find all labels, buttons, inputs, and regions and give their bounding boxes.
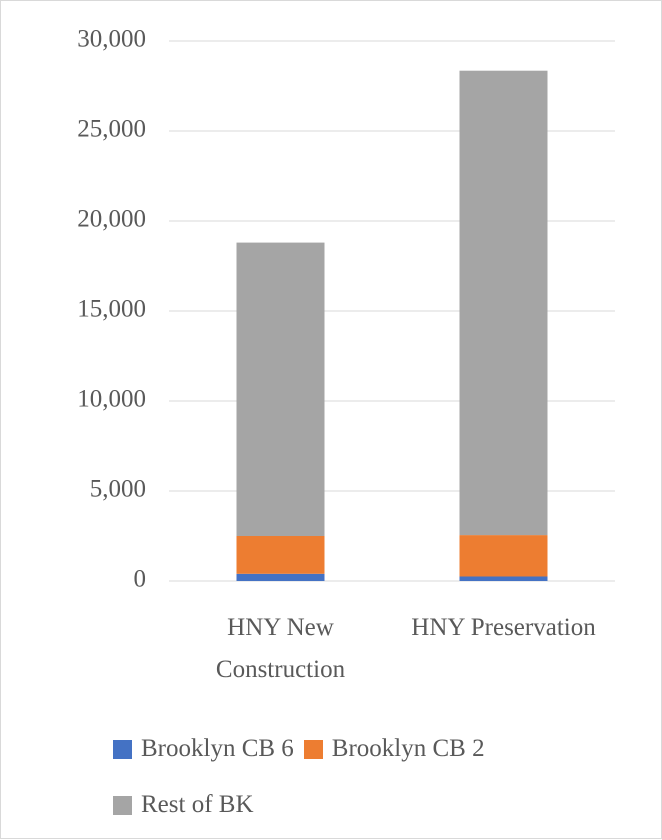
y-tick-label: 20,000 <box>77 206 146 233</box>
bar-segment <box>236 573 325 581</box>
legend-item: Brooklyn CB 6 <box>113 721 294 777</box>
legend-label: Rest of BK <box>141 791 254 818</box>
legend-label: Brooklyn CB 2 <box>331 735 485 762</box>
legend: Brooklyn CB 6 Brooklyn CB 2 Rest of BK <box>113 721 593 833</box>
x-tick-label: HNY Preservation <box>411 614 596 641</box>
x-tick-label: HNY New Construction <box>215 614 346 683</box>
legend-swatch <box>113 795 132 815</box>
y-tick-label: 15,000 <box>77 296 146 323</box>
y-tick-label: 25,000 <box>77 116 146 143</box>
legend-swatch <box>303 739 323 759</box>
legend-item: Rest of BK <box>113 777 254 833</box>
legend-label: Brooklyn CB 6 <box>141 735 294 762</box>
bar-segment <box>459 535 548 577</box>
y-tick-label: 30,000 <box>77 26 146 53</box>
y-tick-label: 10,000 <box>77 386 146 413</box>
legend-swatch <box>113 739 132 759</box>
y-tick-label: 5,000 <box>90 476 146 503</box>
bar-segment <box>236 242 325 536</box>
legend-item: Brooklyn CB 2 <box>303 721 485 777</box>
bar-segment <box>236 536 325 574</box>
bar-segment <box>459 70 548 536</box>
y-tick-label: 0 <box>134 566 147 593</box>
bar-segment <box>459 576 548 581</box>
